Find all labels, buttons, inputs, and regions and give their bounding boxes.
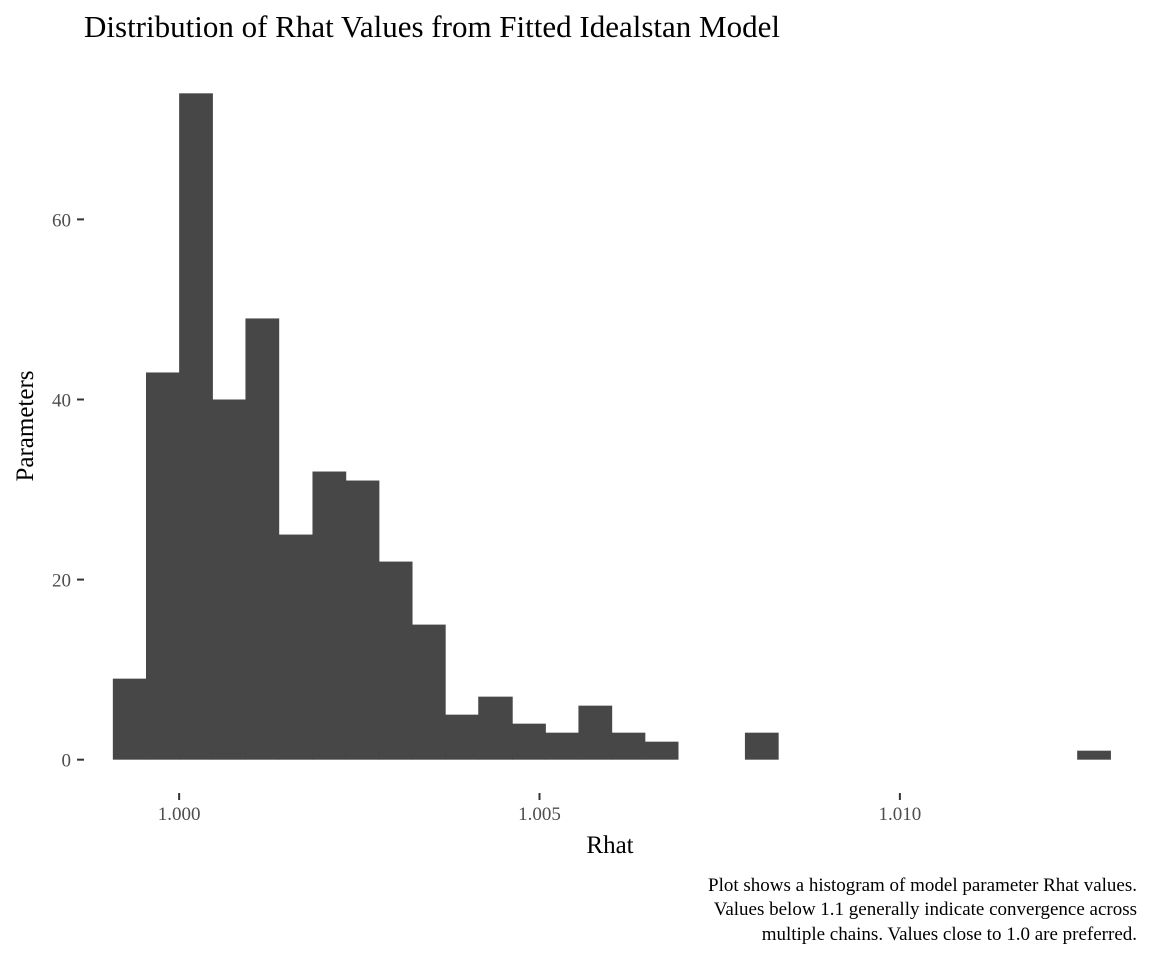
histogram-bar [112,678,147,760]
histogram-bar [578,705,613,760]
histogram-bar [1077,750,1111,760]
histogram-bar [445,714,479,760]
x-tick-label: 1.005 [518,804,561,825]
y-tick-label: 40 [52,390,71,411]
y-axis: 0 20 40 60 [52,210,84,772]
y-tick-label: 60 [52,210,71,231]
histogram-bars [112,93,1111,760]
histogram-bar [145,372,180,760]
histogram-bar [278,534,314,760]
histogram-bar [744,732,779,760]
caption-line: Values below 1.1 generally indicate conv… [714,899,1137,920]
histogram-bar [411,624,446,760]
caption-line: multiple chains. Values close to 1.0 are… [762,924,1137,945]
histogram-bar [611,732,646,760]
chart-title: Distribution of Rhat Values from Fitted … [84,9,780,44]
y-tick-label: 0 [62,751,72,772]
caption-line: Plot shows a histogram of model paramete… [708,875,1137,896]
y-axis-title: Parameters [12,370,39,481]
histogram-bar [378,561,413,760]
x-axis-title: Rhat [586,832,633,859]
histogram-bar [478,696,513,760]
histogram-bar [312,471,347,760]
histogram-bar [545,732,580,760]
histogram-bar [345,480,380,760]
histogram-bar [512,723,546,760]
x-axis: 1.000 1.005 1.010 [158,793,921,825]
chart-caption: Plot shows a histogram of model paramete… [708,875,1137,945]
x-tick-label: 1.010 [879,804,922,825]
x-tick-label: 1.000 [158,804,201,825]
histogram-bar [245,318,280,760]
y-tick-label: 20 [52,571,71,592]
histogram-bar [179,93,213,760]
histogram-bar [212,399,247,760]
histogram-bar [644,741,679,760]
